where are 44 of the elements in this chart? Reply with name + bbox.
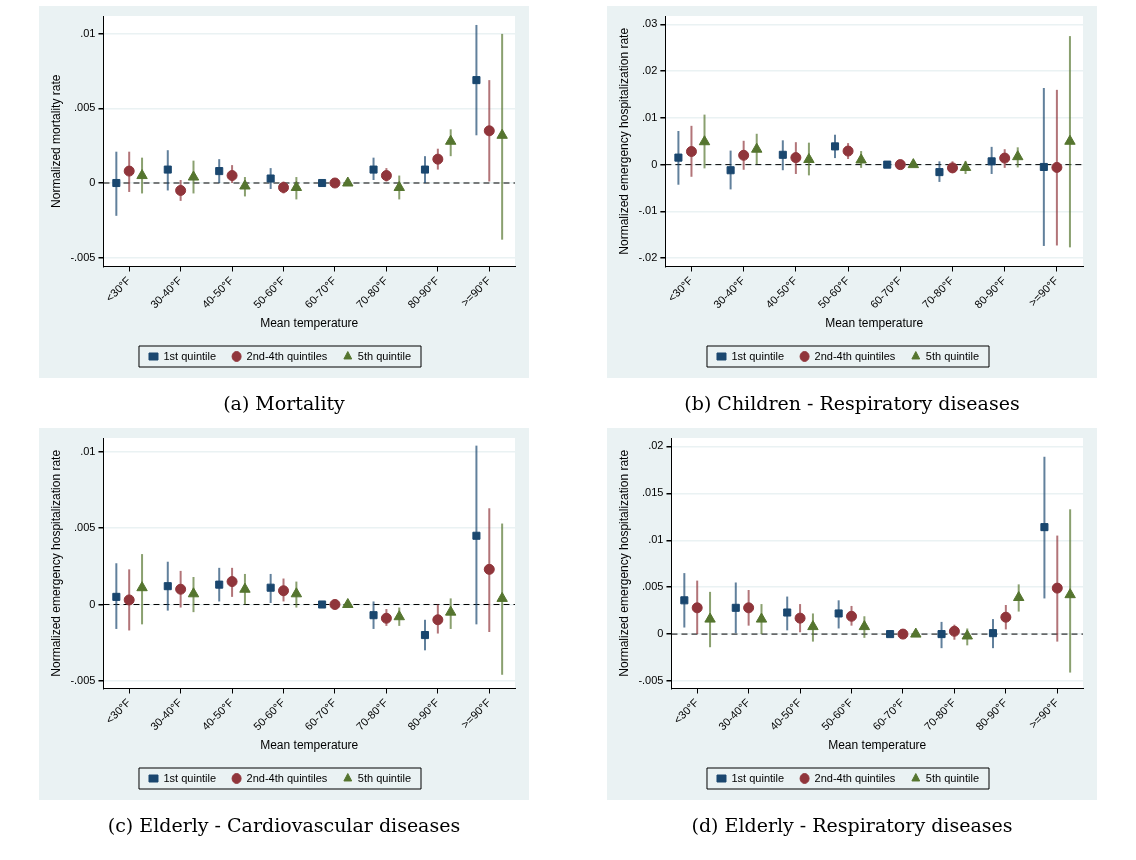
y-tick-label: 0 (657, 627, 664, 640)
y-axis-title: Normalized emergency hospitalization rate (616, 27, 631, 255)
text: (c) Elderly - Cardiovascular diseases (107, 814, 461, 838)
text: (b) Children - Respiratory diseases (684, 392, 1020, 416)
y-tick-label: 0 (89, 597, 96, 610)
y-tick-label: .01 (642, 110, 658, 123)
legend-label: 5th quintile (357, 349, 412, 362)
y-tick-label: .02 (642, 64, 658, 77)
legend-label: 1st quintile (731, 349, 785, 362)
x-axis-title: Mean temperature (825, 316, 924, 331)
y-tick-label: .01 (80, 444, 96, 457)
y-tick-label: -.005 (70, 673, 96, 686)
legend-label: 1st quintile (163, 771, 217, 784)
legend-label: 5th quintile (925, 771, 980, 784)
text: (a) Mortality (223, 392, 345, 416)
y-tick-label: .005 (642, 580, 664, 593)
y-tick-label: -.01 (638, 204, 658, 217)
x-axis-title: Mean temperature (260, 316, 359, 331)
legend-label: 2nd-4th quintiles (814, 771, 896, 784)
y-tick-label: .015 (642, 486, 664, 499)
y-tick-label: .03 (642, 17, 658, 30)
y-tick-label: 0 (89, 176, 96, 189)
legend-label: 2nd-4th quintiles (246, 349, 328, 362)
y-axis-title: Normalized mortality rate (48, 74, 63, 208)
y-axis-title: Normalized emergency hospitalization rate (48, 449, 63, 677)
x-axis-title: Mean temperature (260, 738, 359, 753)
y-tick-label: 0 (651, 157, 658, 170)
legend-label: 1st quintile (731, 771, 785, 784)
y-tick-label: -.02 (638, 251, 658, 264)
y-tick-label: .005 (74, 521, 96, 534)
legend-label: 1st quintile (163, 349, 217, 362)
y-tick-label: .01 (80, 26, 96, 39)
x-axis-title: Mean temperature (828, 738, 927, 753)
legend-label: 5th quintile (925, 349, 980, 362)
text: (d) Elderly - Respiratory diseases (691, 814, 1013, 838)
y-tick-label: .005 (74, 101, 96, 114)
legend-label: 2nd-4th quintiles (246, 771, 328, 784)
y-tick-label: -.005 (638, 674, 664, 687)
legend-label: 5th quintile (357, 771, 412, 784)
y-axis-title: Normalized emergency hospitalization rate (616, 449, 631, 677)
y-tick-label: .01 (648, 533, 664, 546)
legend-label: 2nd-4th quintiles (814, 349, 896, 362)
y-tick-label: -.005 (70, 250, 96, 263)
y-tick-label: .02 (648, 439, 664, 452)
